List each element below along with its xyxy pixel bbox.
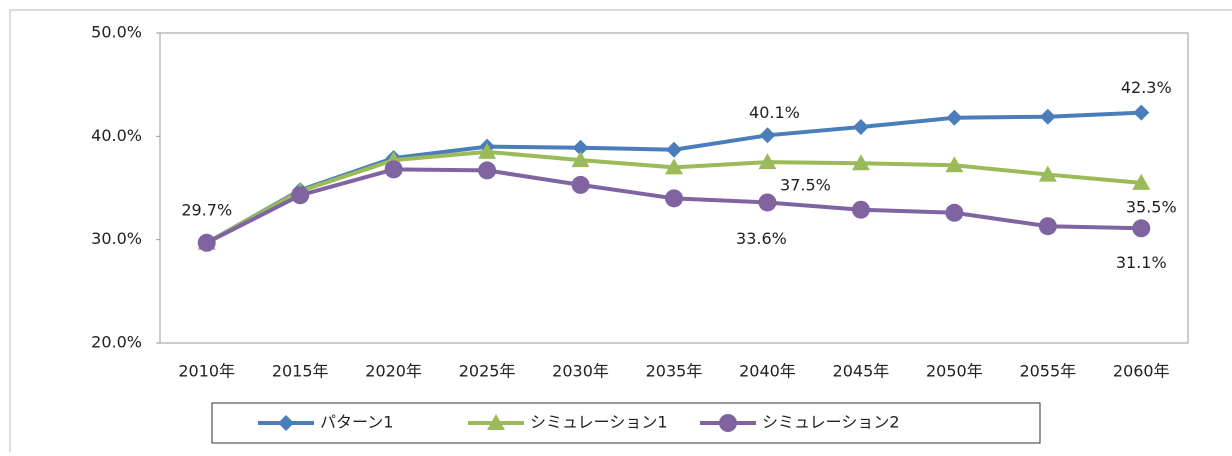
marker [478, 161, 497, 180]
legend-marker [719, 414, 737, 432]
legend-label: シミュレーション2 [762, 413, 900, 432]
data-label: 29.7% [181, 200, 232, 219]
marker [759, 127, 776, 144]
marker [572, 139, 589, 156]
marker [758, 153, 777, 170]
x-tick-label: 2050年 [926, 362, 983, 381]
legend-label: パターン1 [320, 413, 393, 432]
marker [1038, 217, 1057, 236]
marker [665, 189, 683, 208]
marker [571, 151, 590, 168]
marker [1133, 104, 1150, 121]
legend-marker [278, 415, 294, 431]
legend-box [211, 402, 1041, 444]
data-label: 33.6% [736, 229, 787, 248]
data-label: 35.5% [1126, 197, 1177, 216]
marker [852, 119, 869, 136]
marker [197, 233, 216, 252]
marker [946, 109, 963, 126]
chart-frame [9, 9, 1232, 456]
marker [1038, 165, 1057, 182]
plot-area [159, 32, 1189, 344]
marker [665, 158, 683, 175]
y-tick-label: 20.0% [91, 333, 142, 352]
y-tick-label: 30.0% [91, 229, 142, 248]
x-tick-label: 2020年 [365, 362, 422, 381]
marker [851, 154, 870, 171]
y-tick-label: 50.0% [91, 23, 142, 42]
marker [758, 193, 777, 212]
x-tick-label: 2055年 [1019, 362, 1076, 381]
marker [571, 175, 590, 194]
marker [851, 200, 870, 219]
x-tick-label: 2030年 [552, 362, 609, 381]
marker [666, 141, 682, 158]
marker [384, 160, 403, 179]
legend-label: シミュレーション1 [530, 413, 668, 432]
x-tick-label: 2015年 [272, 362, 329, 381]
x-tick-label: 2060年 [1113, 362, 1170, 381]
marker [478, 142, 497, 159]
marker [1132, 173, 1151, 190]
legend-marker [487, 414, 505, 430]
x-tick-label: 2025年 [459, 362, 516, 381]
marker [1132, 219, 1151, 238]
y-tick-label: 40.0% [91, 126, 142, 145]
marker [945, 156, 964, 173]
x-tick-label: 2040年 [739, 362, 796, 381]
data-label: 31.1% [1116, 253, 1167, 272]
marker [945, 203, 964, 222]
x-tick-label: 2035年 [646, 362, 703, 381]
data-label: 37.5% [780, 176, 831, 195]
x-tick-label: 2045年 [833, 362, 890, 381]
x-tick-label: 2010年 [178, 362, 235, 381]
data-label: 40.1% [749, 103, 800, 122]
marker [291, 186, 310, 205]
marker [1039, 108, 1056, 125]
data-label: 42.3% [1121, 78, 1172, 97]
